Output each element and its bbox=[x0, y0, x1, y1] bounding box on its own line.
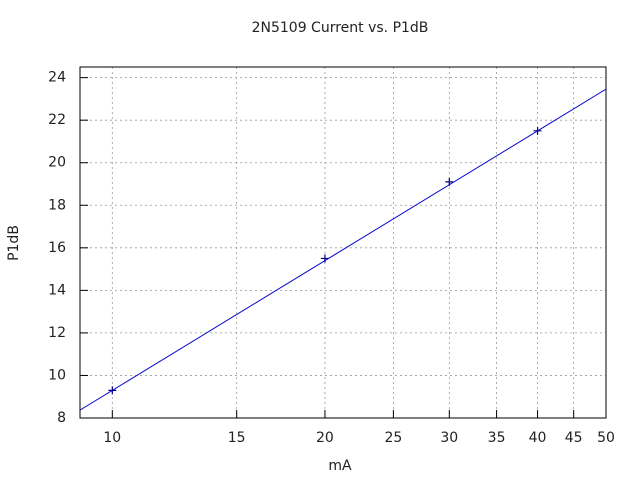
x-tick-label: 25 bbox=[384, 430, 402, 446]
x-tick-label: 45 bbox=[565, 430, 583, 446]
y-tick-label: 16 bbox=[48, 240, 66, 256]
y-tick-label: 20 bbox=[48, 155, 66, 171]
y-axis-label: P1dB bbox=[6, 225, 22, 261]
y-tick-label: 22 bbox=[48, 112, 66, 128]
x-tick-label: 35 bbox=[488, 430, 506, 446]
chart-title: 2N5109 Current vs. P1dB bbox=[252, 20, 429, 36]
x-tick-label: 20 bbox=[316, 430, 334, 446]
y-tick-label: 10 bbox=[48, 367, 66, 383]
fit-line bbox=[79, 88, 607, 411]
x-tick-label: 10 bbox=[103, 430, 121, 446]
x-tick-label: 30 bbox=[440, 430, 458, 446]
plot-border bbox=[79, 66, 607, 419]
y-tick-label: 24 bbox=[48, 70, 66, 86]
y-tick-label: 12 bbox=[48, 325, 66, 341]
y-tick-label: 18 bbox=[48, 197, 66, 213]
x-tick-label: 40 bbox=[529, 430, 547, 446]
x-axis-label: mA bbox=[328, 458, 352, 474]
y-tick-label: 8 bbox=[57, 410, 66, 426]
x-tick-label: 50 bbox=[597, 430, 615, 446]
y-tick-label: 14 bbox=[48, 282, 66, 298]
x-tick-label: 15 bbox=[228, 430, 246, 446]
